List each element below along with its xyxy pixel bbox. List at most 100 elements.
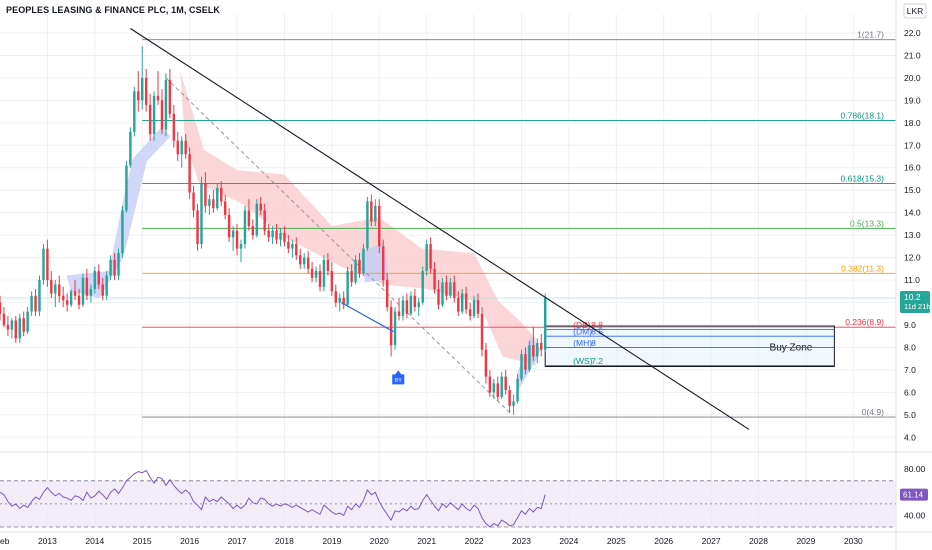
fib-level-label: 0.618(15.3) bbox=[841, 173, 885, 183]
main-trend-line bbox=[130, 28, 750, 430]
candle-body bbox=[338, 298, 341, 303]
candle-body bbox=[318, 271, 322, 287]
candle-body bbox=[346, 271, 349, 305]
buy-signal-label: BY bbox=[395, 378, 403, 384]
candle-body bbox=[385, 280, 389, 307]
time-tick-label: 2022 bbox=[465, 536, 484, 546]
last-price-value: 10.2 bbox=[904, 292, 921, 302]
price-tick-label: 7.0 bbox=[904, 365, 916, 375]
candle-body bbox=[54, 284, 57, 294]
ichimoku-cloud-bullish bbox=[66, 127, 171, 299]
candle-body bbox=[30, 295, 33, 312]
candle-body bbox=[38, 280, 41, 312]
buy-zone-level-value: 8.5 bbox=[591, 327, 603, 337]
candle-body bbox=[401, 300, 405, 316]
time-tick-label: 2020 bbox=[370, 536, 389, 546]
candle-body bbox=[69, 291, 73, 305]
candle-body bbox=[429, 244, 432, 269]
candle-body bbox=[160, 100, 164, 130]
dashed-trend-line bbox=[165, 77, 513, 416]
candle-body bbox=[2, 313, 6, 325]
candle-body bbox=[148, 104, 152, 135]
candle-body bbox=[42, 248, 45, 281]
time-tick-label: 2028 bbox=[749, 536, 768, 546]
candle-body bbox=[73, 291, 77, 296]
candle-body bbox=[393, 311, 397, 346]
candle-body bbox=[441, 282, 444, 305]
candle-body bbox=[125, 165, 128, 211]
candle-body bbox=[208, 199, 211, 206]
candle-body bbox=[330, 271, 334, 292]
candle-body bbox=[172, 113, 176, 141]
candle-body bbox=[50, 280, 53, 294]
time-tick-label: 2027 bbox=[702, 536, 721, 546]
price-tick-label: 18.0 bbox=[904, 118, 921, 128]
candle-body bbox=[14, 320, 18, 339]
candle-body bbox=[291, 244, 294, 249]
candle-body bbox=[326, 259, 330, 272]
candle-body bbox=[101, 284, 104, 296]
buy-zone-level-value: 8 bbox=[591, 338, 596, 348]
candle-body bbox=[235, 230, 239, 249]
candle-body bbox=[476, 300, 480, 314]
candle-body bbox=[10, 320, 14, 330]
candle-body bbox=[85, 277, 89, 296]
candle-body bbox=[77, 295, 81, 305]
fib-level-label: 1(21.7) bbox=[857, 30, 884, 40]
candle-body bbox=[484, 349, 488, 377]
candle-body bbox=[433, 268, 436, 290]
time-tick-label: 2017 bbox=[228, 536, 247, 546]
fib-level-label: 0.236(8.9) bbox=[845, 317, 884, 327]
candle-body bbox=[18, 318, 21, 339]
candle-body bbox=[0, 302, 2, 314]
candle-body bbox=[508, 390, 511, 406]
chart-title: PEOPLES LEASING & FINANCE PLC, 1M, CSELK bbox=[6, 5, 221, 15]
candle-body bbox=[405, 300, 409, 314]
last-price-countdown: 11d 21h bbox=[904, 302, 931, 311]
candle-body bbox=[6, 324, 10, 330]
price-tick-label: 14.0 bbox=[904, 208, 921, 218]
time-tick-label: eb bbox=[0, 536, 10, 546]
candle-body bbox=[259, 203, 262, 211]
rsi-value-label: 61.14 bbox=[903, 491, 924, 500]
rsi-tick-label: 40.00 bbox=[904, 510, 926, 520]
candle-body bbox=[113, 259, 116, 276]
candle-body bbox=[144, 77, 148, 105]
candle-body bbox=[512, 401, 515, 406]
candle-body bbox=[220, 187, 223, 202]
candle-body bbox=[184, 140, 187, 155]
candle-body bbox=[267, 230, 270, 238]
candle-body bbox=[488, 376, 492, 393]
candle-body bbox=[500, 376, 503, 397]
candle-body bbox=[472, 300, 476, 316]
rsi-line bbox=[0, 469, 546, 528]
candle-body bbox=[540, 342, 543, 350]
time-tick-label: 2025 bbox=[607, 536, 626, 546]
candle-body bbox=[196, 210, 199, 245]
candle-body bbox=[362, 248, 365, 274]
candle-body bbox=[543, 298, 547, 350]
candle-body bbox=[314, 271, 318, 278]
price-tick-label: 9.0 bbox=[904, 320, 916, 330]
fib-level-label: 0.5(13.3) bbox=[850, 218, 884, 228]
buy-zone-box bbox=[544, 325, 835, 368]
candle-body bbox=[247, 210, 251, 227]
candle-body bbox=[61, 295, 65, 301]
candle-body bbox=[164, 80, 168, 130]
price-tick-label: 13.0 bbox=[904, 230, 921, 240]
candle-body bbox=[425, 244, 428, 272]
candle-body bbox=[227, 214, 231, 238]
candle-body bbox=[93, 271, 97, 290]
candle-body bbox=[536, 342, 539, 357]
candle-body bbox=[129, 131, 132, 166]
candle-body bbox=[192, 192, 195, 211]
candle-body bbox=[156, 95, 160, 101]
currency-box bbox=[903, 3, 927, 19]
candle-body bbox=[200, 183, 203, 245]
candle-body bbox=[46, 248, 49, 281]
buy-zone-level-value: 7.2 bbox=[591, 356, 603, 366]
candle-body bbox=[417, 302, 420, 307]
candle-body bbox=[528, 345, 531, 370]
buy-zone-level-value: 8.8 bbox=[591, 320, 603, 330]
